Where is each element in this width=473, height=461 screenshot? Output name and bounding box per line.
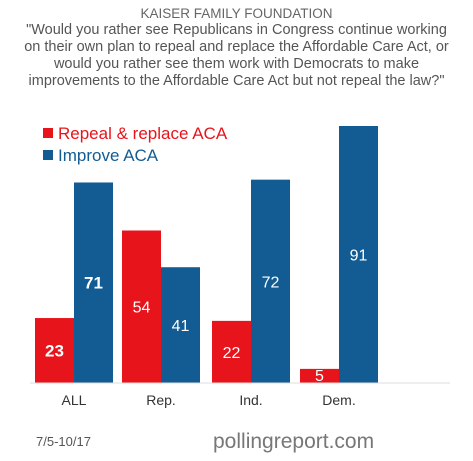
x-tick-label: Rep. <box>146 392 176 408</box>
chart-header: KAISER FAMILY FOUNDATION "Would you rath… <box>0 5 473 90</box>
poll-date: 7/5-10/17 <box>36 434 91 449</box>
bar-rep-0 <box>122 230 161 383</box>
legend-label-0: Repeal & replace ACA <box>58 124 228 143</box>
data-label: 5 <box>315 368 324 385</box>
data-label: 23 <box>45 342 64 361</box>
legend-swatch-0 <box>43 128 53 138</box>
bar-dem-1 <box>339 126 378 383</box>
bar-ind-0 <box>212 320 251 383</box>
data-label: 72 <box>262 274 280 291</box>
bar-rep-1 <box>161 267 200 383</box>
data-label: 41 <box>172 318 190 335</box>
data-label: 22 <box>223 345 241 362</box>
x-tick-label: Dem. <box>322 392 355 408</box>
bars: 23 71 54 41 22 72 5 91 <box>35 126 378 385</box>
source-title: KAISER FAMILY FOUNDATION <box>140 6 333 21</box>
data-label: 91 <box>350 248 368 265</box>
site-name: pollingreport.com <box>213 430 375 453</box>
legend-swatch-1 <box>43 150 53 160</box>
poll-question: "Would you rather see Republicans in Con… <box>24 22 449 89</box>
x-tick-label: Ind. <box>239 392 262 408</box>
bar-all-0 <box>35 318 74 383</box>
legend-label-1: Improve ACA <box>58 146 159 165</box>
bar-dem-0 <box>300 368 339 383</box>
bar-all-1 <box>74 182 113 383</box>
data-label: 71 <box>84 274 103 293</box>
x-axis-labels: ALL Rep. Ind. Dem. <box>62 392 356 408</box>
legend: Repeal & replace ACA Improve ACA <box>43 124 228 165</box>
bar-ind-1 <box>251 179 290 383</box>
data-label: 54 <box>133 300 151 317</box>
x-tick-label: ALL <box>62 392 87 408</box>
